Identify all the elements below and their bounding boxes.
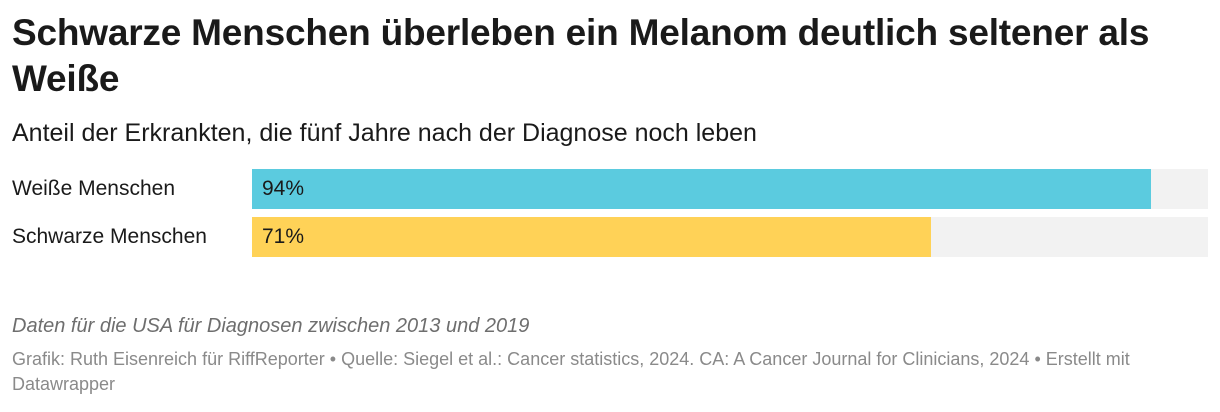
chart-note: Daten für die USA für Diagnosen zwischen… (12, 315, 530, 337)
chart-footer: Daten für die USA für Diagnosen zwischen… (12, 313, 1208, 397)
bar-value-label: 94% (262, 177, 305, 200)
chart-title: Schwarze Menschen überleben ein Melanom … (12, 12, 1150, 99)
bar-value-label: 71% (262, 225, 305, 248)
bar-row: Weiße Menschen 94% (12, 169, 1208, 209)
bar-track: 71% (252, 217, 1208, 257)
bar (252, 217, 931, 257)
category-label: Schwarze Menschen (12, 225, 207, 248)
category-label: Weiße Menschen (12, 177, 176, 200)
chart-source: Grafik: Ruth Eisenreich für RiffReporter… (12, 349, 1130, 394)
bar (252, 169, 1151, 209)
bar-row: Schwarze Menschen 71% (12, 217, 1208, 257)
chart: Schwarze Menschen überleben ein Melanom … (12, 10, 1208, 265)
bar-rows: Weiße Menschen 94% Schwarze Menschen 71% (12, 169, 1208, 257)
bar-track: 94% (252, 169, 1208, 209)
chart-subtitle: Anteil der Erkrankten, die fünf Jahre na… (12, 119, 757, 147)
